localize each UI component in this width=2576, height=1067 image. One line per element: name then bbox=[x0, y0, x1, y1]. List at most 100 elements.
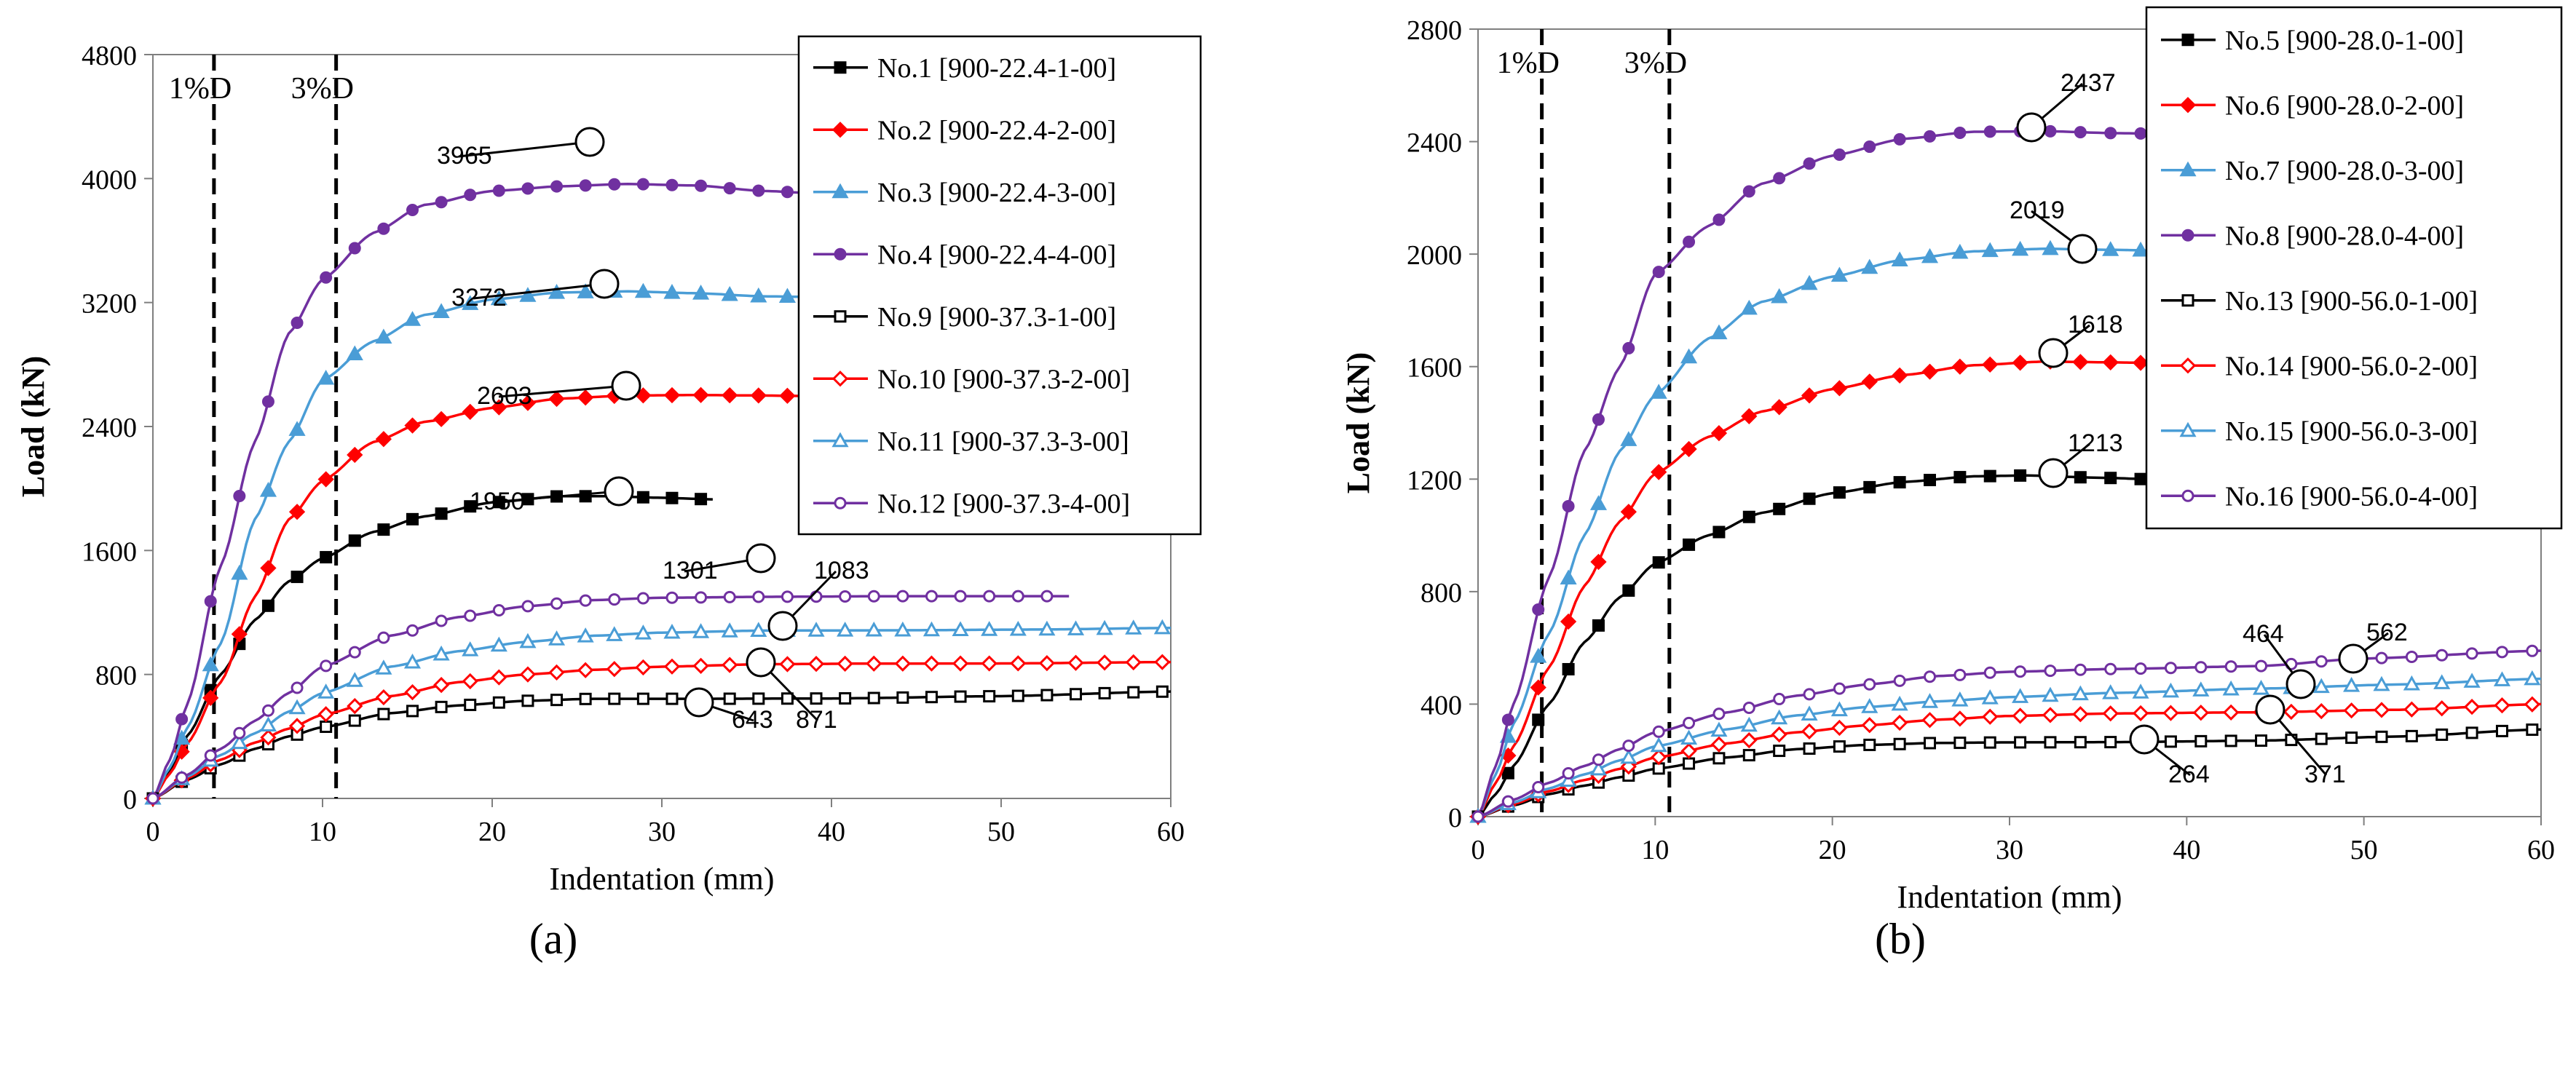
peak-label: 3965 bbox=[437, 142, 492, 170]
y-tick-label: 1600 bbox=[1407, 353, 1462, 384]
legend-entry: No.3 [900-22.4-3-00] bbox=[813, 178, 1116, 208]
legend-marker bbox=[834, 496, 847, 509]
data-point bbox=[233, 490, 246, 503]
data-point bbox=[464, 500, 477, 513]
data-point bbox=[1067, 620, 1085, 635]
data-point bbox=[1891, 695, 1908, 711]
data-point bbox=[2012, 707, 2028, 724]
y-axis-label: Load (kN) bbox=[15, 356, 51, 497]
callout-circle bbox=[611, 370, 641, 401]
legend-marker bbox=[831, 122, 849, 138]
data-point bbox=[896, 590, 909, 603]
data-point bbox=[1680, 348, 1698, 364]
data-point bbox=[1011, 590, 1024, 603]
data-point bbox=[752, 590, 765, 603]
data-point bbox=[1863, 678, 1876, 691]
data-point bbox=[608, 692, 621, 705]
peak-callout: 3272 bbox=[451, 269, 620, 312]
legend-marker bbox=[834, 247, 847, 261]
data-point bbox=[521, 694, 534, 707]
series-no15 bbox=[1469, 670, 2542, 823]
data-point bbox=[839, 692, 852, 705]
data-point bbox=[781, 692, 794, 705]
data-point bbox=[1891, 251, 1908, 267]
data-point bbox=[2132, 683, 2149, 699]
peak-label: 2437 bbox=[2061, 69, 2116, 97]
data-point bbox=[231, 564, 248, 580]
x-tick-label: 20 bbox=[478, 817, 506, 847]
data-point bbox=[432, 645, 450, 661]
data-point bbox=[432, 410, 450, 427]
legend-entry: No.11 [900-37.3-3-00] bbox=[813, 427, 1129, 457]
data-point bbox=[548, 664, 565, 681]
data-point bbox=[1009, 620, 1027, 636]
data-point bbox=[1982, 708, 1999, 725]
data-point bbox=[521, 600, 534, 613]
data-point bbox=[1983, 736, 1996, 749]
data-point bbox=[2071, 685, 2089, 701]
legend-entry: No.2 [900-22.4-2-00] bbox=[813, 115, 1116, 146]
data-point bbox=[2494, 697, 2510, 714]
data-point bbox=[925, 590, 938, 603]
data-point bbox=[377, 631, 390, 644]
data-point bbox=[2162, 705, 2179, 721]
data-point bbox=[1651, 464, 1667, 480]
x-tick-label: 10 bbox=[309, 817, 336, 847]
data-point bbox=[1981, 242, 1999, 258]
peak-callout: 643 bbox=[684, 687, 773, 734]
data-point bbox=[695, 493, 708, 506]
data-point bbox=[406, 705, 419, 718]
legend-entry: No.8 [900-28.0-4-00] bbox=[2161, 221, 2464, 251]
legend-entry: No.10 [900-37.3-2-00] bbox=[813, 364, 1130, 394]
data-point bbox=[288, 421, 306, 436]
data-point bbox=[1953, 126, 1967, 139]
data-point bbox=[320, 721, 333, 734]
data-point bbox=[2194, 734, 2208, 747]
data-point bbox=[1924, 130, 1936, 143]
peak-label: 1618 bbox=[2068, 311, 2123, 338]
peak-label: 264 bbox=[2168, 761, 2210, 788]
data-point bbox=[375, 689, 392, 706]
data-point bbox=[1532, 603, 1545, 616]
y-tick-label: 2400 bbox=[82, 413, 137, 443]
data-point bbox=[406, 512, 419, 525]
data-point bbox=[692, 623, 710, 638]
data-point bbox=[375, 659, 392, 675]
data-point bbox=[577, 627, 594, 643]
data-point bbox=[1741, 732, 1758, 749]
legend-marker bbox=[831, 432, 849, 448]
data-point bbox=[750, 622, 767, 637]
data-point bbox=[750, 287, 767, 303]
data-point bbox=[1501, 766, 1514, 780]
y-tick-label: 4000 bbox=[82, 164, 137, 195]
data-point bbox=[1712, 707, 1726, 721]
data-point bbox=[348, 534, 361, 547]
data-point bbox=[1742, 185, 1755, 198]
data-point bbox=[2255, 659, 2268, 673]
y-tick-label: 1200 bbox=[1407, 465, 1462, 496]
data-point bbox=[288, 504, 306, 520]
data-point bbox=[1771, 399, 1787, 416]
data-point bbox=[2072, 706, 2089, 723]
data-point bbox=[1861, 698, 1878, 713]
data-point bbox=[1710, 425, 1728, 442]
x-tick-label: 20 bbox=[1819, 835, 1846, 865]
legend-box bbox=[2145, 6, 2563, 530]
data-point bbox=[778, 287, 796, 304]
data-point bbox=[146, 792, 159, 805]
callout-circle bbox=[589, 269, 620, 299]
data-point bbox=[492, 696, 505, 709]
data-point bbox=[1921, 693, 1939, 708]
data-point bbox=[952, 655, 969, 672]
data-point bbox=[1589, 760, 1608, 776]
data-point bbox=[2403, 675, 2420, 691]
legend-label: No.11 [900-37.3-3-00] bbox=[877, 427, 1129, 457]
legend-box bbox=[797, 35, 1202, 536]
data-point bbox=[807, 656, 825, 673]
data-point bbox=[896, 691, 909, 704]
data-point bbox=[259, 482, 277, 497]
data-point bbox=[1830, 701, 1848, 717]
data-point bbox=[2524, 696, 2540, 713]
series-line bbox=[152, 660, 1172, 800]
data-point bbox=[291, 681, 304, 694]
